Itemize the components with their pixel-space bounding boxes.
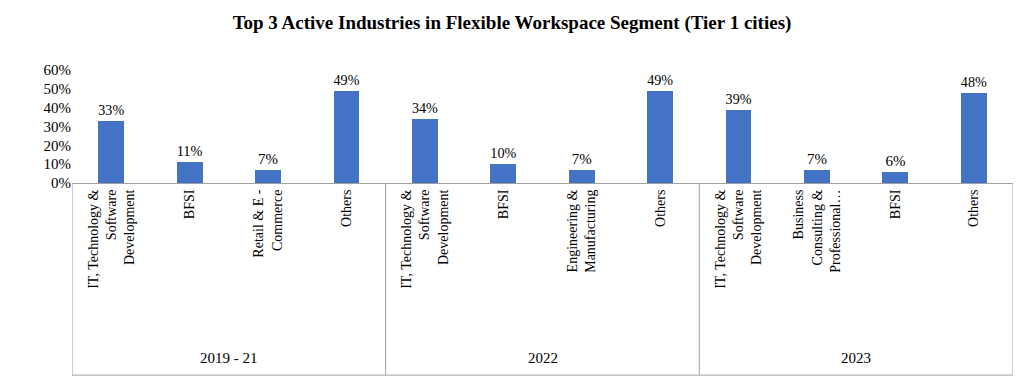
svg-text:7%: 7%	[807, 151, 827, 167]
svg-text:IT, Technology &SoftwareDevelo: IT, Technology &SoftwareDevelopment	[399, 189, 450, 288]
svg-text:60%: 60%	[44, 62, 72, 78]
svg-text:Engineering &Manufacturing: Engineering &Manufacturing	[565, 189, 598, 272]
svg-text:40%: 40%	[44, 100, 72, 116]
svg-text:Others: Others	[966, 190, 981, 227]
svg-text:48%: 48%	[961, 74, 987, 90]
svg-text:50%: 50%	[44, 81, 72, 97]
svg-text:20%: 20%	[44, 138, 72, 154]
svg-text:6%: 6%	[885, 153, 905, 169]
svg-text:Retail & E -Commerce: Retail & E -Commerce	[251, 189, 284, 257]
svg-text:2023: 2023	[841, 350, 871, 366]
svg-text:34%: 34%	[412, 100, 438, 116]
svg-text:BFSI: BFSI	[182, 189, 197, 219]
svg-text:33%: 33%	[98, 102, 124, 118]
svg-text:7%: 7%	[258, 151, 278, 167]
svg-text:49%: 49%	[334, 72, 360, 88]
svg-text:BFSI: BFSI	[888, 189, 903, 219]
svg-text:11%: 11%	[177, 143, 203, 159]
svg-text:49%: 49%	[647, 72, 673, 88]
svg-text:2019 - 21: 2019 - 21	[200, 350, 258, 366]
svg-text:IT, Technology &SoftwareDevelo: IT, Technology &SoftwareDevelopment	[713, 189, 764, 288]
svg-text:30%: 30%	[44, 119, 72, 135]
svg-text:7%: 7%	[572, 151, 592, 167]
svg-text:10%: 10%	[490, 145, 516, 161]
svg-text:39%: 39%	[726, 91, 752, 107]
svg-text:Others: Others	[653, 190, 668, 227]
svg-text:0%: 0%	[51, 175, 71, 191]
svg-text:BFSI: BFSI	[496, 189, 511, 219]
svg-text:Others: Others	[339, 190, 354, 227]
svg-text:10%: 10%	[44, 156, 72, 172]
svg-text:BusinessConsulting &Profession: BusinessConsulting &Professional…	[791, 190, 842, 273]
svg-text:Top 3 Active Industries in Fle: Top 3 Active Industries in Flexible Work…	[233, 12, 792, 34]
svg-text:IT, Technology &SoftwareDevelo: IT, Technology &SoftwareDevelopment	[86, 189, 137, 288]
svg-text:2022: 2022	[528, 350, 558, 366]
